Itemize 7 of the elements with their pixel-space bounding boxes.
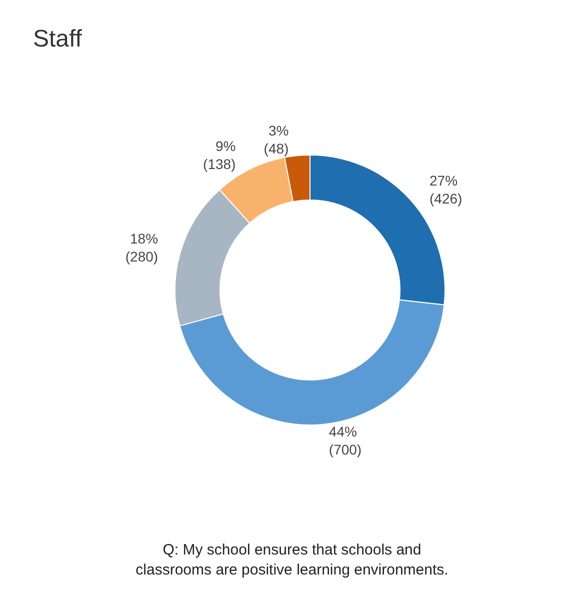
data-label: 9% (138) (203, 138, 236, 172)
data-label: 44% (700) (328, 424, 362, 458)
data-label: 3% (48) (264, 122, 289, 157)
text: Q: My school ensures that schools and classrooms are positive learning environments. (136, 542, 448, 578)
data-label: 18% (280) (125, 230, 158, 265)
chart-title: Staff (33, 26, 82, 52)
data-label: 27% (426) (430, 172, 462, 206)
